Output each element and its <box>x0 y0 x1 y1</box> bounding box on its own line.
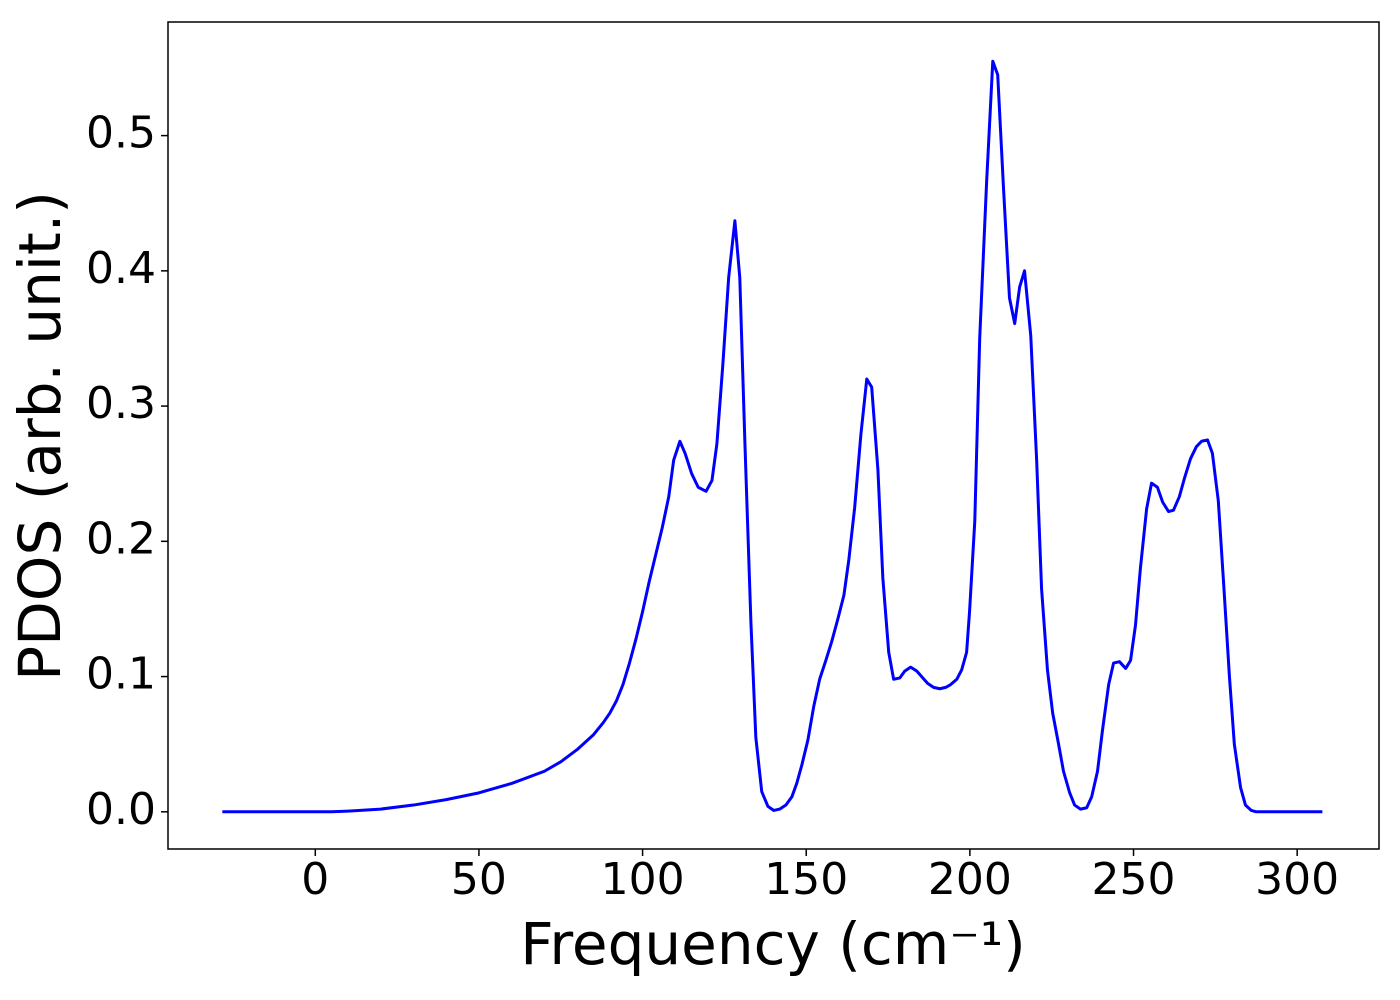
y-tick-label: 0.2 <box>86 513 156 564</box>
x-tick-label: 100 <box>601 854 685 905</box>
line-series <box>222 59 1323 814</box>
x-tick-label: 0 <box>301 854 329 905</box>
x-tick-label: 200 <box>928 854 1012 905</box>
y-tick-label: 0.1 <box>86 649 156 700</box>
y-tick-label: 0.0 <box>86 784 156 835</box>
x-tick-label: 150 <box>764 854 848 905</box>
y-tick-label: 0.5 <box>86 108 156 159</box>
x-tick-label: 250 <box>1092 854 1176 905</box>
x-axis-label: Frequency (cm⁻¹) <box>520 910 1026 978</box>
y-tick-label: 0.4 <box>86 243 156 294</box>
y-tick-label: 0.3 <box>86 378 156 429</box>
x-tick-label: 50 <box>451 854 507 905</box>
y-axis-label: PDOS (arb. unit.) <box>6 191 74 681</box>
plot-frame <box>167 21 1380 850</box>
x-tick-label: 300 <box>1255 854 1339 905</box>
